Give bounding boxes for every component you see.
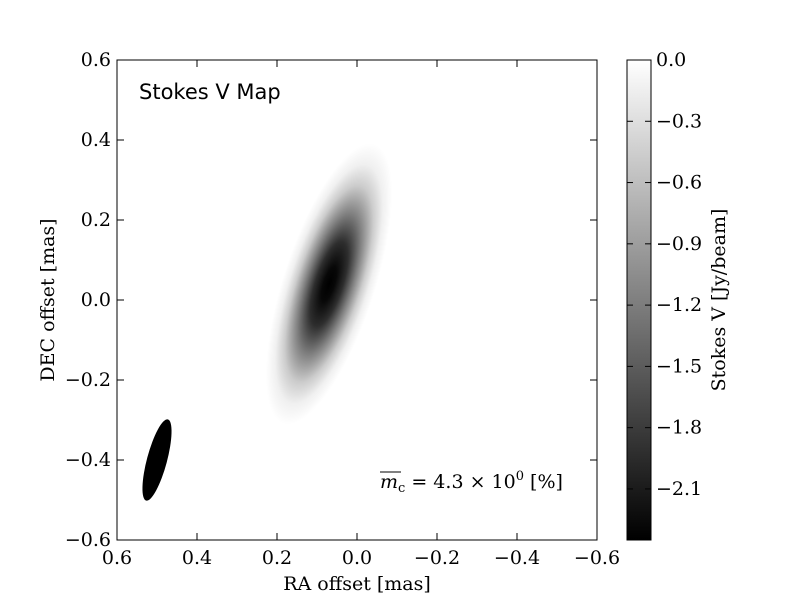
y-axis-label: DEC offset [mas]	[37, 218, 59, 381]
x-axis-label: RA offset [mas]	[283, 573, 431, 595]
y-tick-label: 0.2	[81, 209, 111, 231]
beam-ellipse	[142, 419, 172, 501]
y-tick-label: 0.6	[81, 49, 111, 71]
mean-circular-polarization-annotation: mc = 4.3 × 100 [%]	[380, 469, 563, 496]
colorbar-tick-label: −1.8	[656, 417, 702, 439]
colorbar-tick-label: −1.2	[656, 294, 702, 316]
x-tick-label: 0.6	[102, 547, 132, 569]
colorbar-label: Stokes V [Jy/beam]	[708, 209, 730, 392]
x-tick-label: 0.2	[262, 547, 292, 569]
colorbar-tick-label: −0.3	[656, 110, 702, 132]
y-tick-label: −0.4	[65, 449, 111, 471]
y-tick-label: 0.4	[81, 129, 111, 151]
x-tick-label: −0.6	[574, 547, 620, 569]
y-tick-label: 0.0	[81, 289, 111, 311]
y-tick-label: −0.2	[65, 369, 111, 391]
colorbar	[626, 59, 652, 541]
colorbar-tick-label: −2.1	[656, 478, 702, 500]
colorbar-tick-label: −0.6	[656, 172, 702, 194]
x-tick-label: 0.0	[342, 547, 372, 569]
x-tick-label: −0.2	[414, 547, 460, 569]
plot-frame	[116, 59, 598, 541]
x-tick-label: −0.4	[494, 547, 540, 569]
stokes-v-source-emission	[265, 143, 393, 425]
annotation-subscript: c	[398, 481, 405, 496]
colorbar-tick-label: −0.9	[656, 233, 702, 255]
annotation-exponent: 0	[516, 469, 524, 484]
x-tick-label: 0.4	[182, 547, 212, 569]
annotation-value: = 4.3 × 10	[405, 471, 515, 493]
y-tick-label: −0.6	[65, 529, 111, 551]
colorbar-tick-label: −1.5	[656, 355, 702, 377]
annotation-symbol: m	[380, 471, 398, 493]
colorbar-tick-label: 0.0	[656, 49, 686, 71]
plot-title: Stokes V Map	[139, 80, 281, 104]
annotation-unit: [%]	[524, 471, 563, 493]
